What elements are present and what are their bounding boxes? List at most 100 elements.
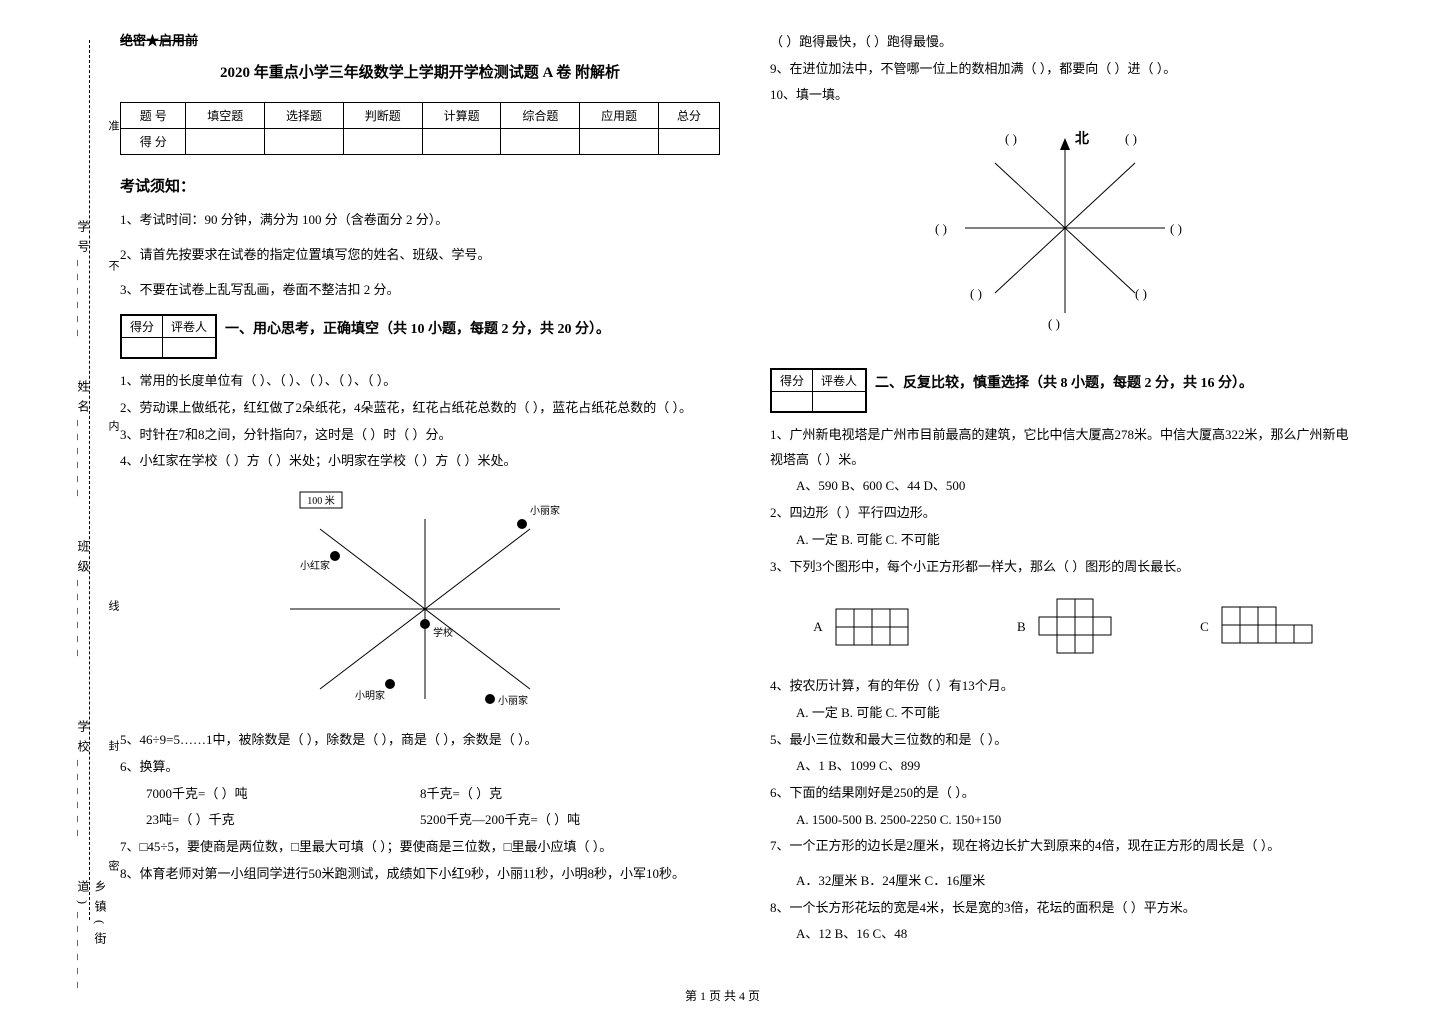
scorer-judge: 评卷人	[163, 316, 216, 338]
scorer-box-2: 得分 评卷人	[770, 368, 867, 413]
s2-q3-shapes: A B C	[770, 594, 1360, 659]
s1-q6: 6、换算。	[120, 755, 720, 780]
node-xiaohong: 小红家	[300, 559, 330, 572]
s1-q1: 1、常用的长度单位有（ ）、（ ）、（ ）、（ ）、（ ）。	[120, 369, 720, 394]
notice-item-2: 2、请首先按要求在试卷的指定位置填写您的姓名、班级、学号。	[120, 245, 720, 266]
binding-margin: 乡镇(街道)______ 学校______ 班级______ 姓名______ …	[30, 40, 90, 920]
binding-label-3: 班级______	[75, 540, 92, 664]
score-cell	[186, 129, 265, 155]
binding-right-6: 准	[105, 120, 121, 151]
s2-q1-opts: A、590 B、600 C、44 D、500	[770, 474, 1360, 499]
s1-q6a: 7000千克=（ ）吨	[120, 782, 420, 807]
compass-blank-ne: ( )	[1125, 131, 1137, 146]
s2-q4-opts: A. 一定 B. 可能 C. 不可能	[770, 701, 1360, 726]
exam-title: 2020 年重点小学三年级数学上学期开学检测试题 A 卷 附解析	[120, 61, 720, 82]
section1-title: 一、用心思考，正确填空（共 10 小题，每题 2 分，共 20 分）。	[217, 314, 610, 338]
score-h-2: 选择题	[265, 103, 344, 129]
s2-q8: 8、一个长方形花坛的宽是4米，长是宽的3倍，花坛的面积是（ ）平方米。	[770, 896, 1360, 921]
binding-right-1: 密	[105, 860, 121, 891]
binding-label-5: 学号______	[75, 220, 92, 344]
s2-q7-opts: A．32厘米 B．24厘米 C．16厘米	[770, 869, 1360, 894]
compass-north: 北	[1075, 131, 1089, 147]
node-xiaoli-r: 小丽家	[498, 694, 528, 707]
binding-right-4: 内	[105, 420, 121, 451]
left-column: 绝密★启用前 2020 年重点小学三年级数学上学期开学检测试题 A 卷 附解析 …	[100, 30, 740, 949]
score-header-row: 题 号 填空题 选择题 判断题 计算题 综合题 应用题 总分	[121, 103, 720, 129]
s2-q3: 3、下列3个图形中，每个小正方形都一样大，那么（ ）图形的周长最长。	[770, 555, 1360, 580]
s1-q8b: （ ）跑得最快，（ ）跑得最慢。	[770, 30, 1360, 55]
section1-header: 得分 评卷人 一、用心思考，正确填空（共 10 小题，每题 2 分，共 20 分…	[120, 314, 720, 359]
s1-q7: 7、□45÷5，要使商是两位数，□里最大可填（ ）；要使商是三位数，□里最小应填…	[120, 835, 720, 860]
s2-q6-opts: A. 1500-500 B. 2500-2250 C. 150+150	[770, 808, 1360, 833]
score-value-row: 得 分	[121, 129, 720, 155]
page-footer: 第 1 页 共 4 页	[0, 987, 1445, 1004]
s1-q4-diagram: 100 米 小丽家 小红家 学校 小明家 小丽家	[120, 484, 720, 718]
binding-label-4: 姓名______	[75, 380, 92, 504]
compass-diagram: 北 ( ) ( ) ( ) ( ) ( ) ( ) ( )	[915, 118, 1215, 338]
binding-right-3: 线	[105, 600, 121, 631]
section2-title: 二、反复比较，慎重选择（共 8 小题，每题 2 分，共 16 分）。	[867, 368, 1253, 392]
score-cell	[343, 129, 422, 155]
notice-item-1: 1、考试时间：90 分钟，满分为 100 分（含卷面分 2 分）。	[120, 210, 720, 231]
shape-b-svg	[1034, 594, 1114, 659]
s1-q6-row1: 7000千克=（ ）吨 8千克=（ ）克	[120, 782, 720, 807]
score-h-1: 填空题	[186, 103, 265, 129]
compass-blank-sw: ( )	[970, 286, 982, 301]
s1-q5: 5、46÷9=5……1中，被除数是（ ），除数是（ ），商是（ ），余数是（ ）…	[120, 728, 720, 753]
binding-label-1: 乡镇(街道)______	[75, 880, 109, 996]
score-h-0: 题 号	[121, 103, 186, 129]
shape-b-label: B	[1017, 619, 1026, 635]
score-cell	[265, 129, 344, 155]
shape-a-label: A	[813, 619, 822, 635]
section2-header: 得分 评卷人 二、反复比较，慎重选择（共 8 小题，每题 2 分，共 16 分）…	[770, 368, 1360, 413]
s2-q5: 5、最小三位数和最大三位数的和是（ ）。	[770, 728, 1360, 753]
shape-c-label: C	[1200, 619, 1209, 635]
scorer-blank	[122, 338, 163, 358]
notice-item-3: 3、不要在试卷上乱写乱画，卷面不整洁扣 2 分。	[120, 280, 720, 301]
score-h-4: 计算题	[422, 103, 501, 129]
binding-right-2: 封	[105, 740, 121, 771]
score-h-6: 应用题	[580, 103, 659, 129]
s1-q6d: 5200千克—200千克=（ ）吨	[420, 808, 580, 833]
compass-blank-w: ( )	[935, 221, 947, 236]
compass-blank-se: ( )	[1135, 286, 1147, 301]
s2-q1: 1、广州新电视塔是广州市目前最高的建筑，它比中信大厦高278米。中信大厦高322…	[770, 423, 1360, 472]
s1-q6b: 8千克=（ ）克	[420, 782, 502, 807]
s1-q2: 2、劳动课上做纸花，红红做了2朵纸花，4朵蓝花，红花占纸花总数的（ ），蓝花占纸…	[120, 396, 720, 421]
binding-label-2: 学校______	[75, 720, 92, 844]
scorer-box-1: 得分 评卷人	[120, 314, 217, 359]
node-xiaoming: 小明家	[355, 689, 385, 702]
node-school: 学校	[433, 626, 453, 639]
compass-blank-e: ( )	[1170, 221, 1182, 236]
secret-label: 绝密★启用前	[120, 30, 720, 49]
score-h-7: 总分	[658, 103, 719, 129]
s2-q4: 4、按农历计算，有的年份（ ）有13个月。	[770, 674, 1360, 699]
s2-q5-opts: A、1 B、1099 C、899	[770, 754, 1360, 779]
score-cell	[422, 129, 501, 155]
s1-q10: 10、填一填。	[770, 83, 1360, 108]
compass-blank-nw: ( )	[1005, 131, 1017, 146]
shape-a-svg	[831, 604, 931, 649]
scorer-blank	[163, 338, 216, 358]
score-cell	[658, 129, 719, 155]
binding-right-5: 不	[105, 260, 121, 291]
score-table: 题 号 填空题 选择题 判断题 计算题 综合题 应用题 总分 得 分	[120, 102, 720, 155]
s1-q6c: 23吨=（ ）千克	[120, 808, 420, 833]
notice-title: 考试须知：	[120, 175, 720, 196]
s1-q3: 3、时针在7和8之间，分针指向7，这时是（ ）时（ ）分。	[120, 423, 720, 448]
compass-blank-s: ( )	[1048, 316, 1060, 331]
scorer-judge2: 评卷人	[813, 370, 866, 392]
location-diagram-svg: 100 米 小丽家 小红家 学校 小明家 小丽家	[240, 484, 600, 714]
s2-q7: 7、一个正方形的边长是2厘米，现在将边长扩大到原来的4倍，现在正方形的周长是（ …	[770, 834, 1360, 859]
s1-q8: 8、体育老师对第一小组同学进行50米跑测试，成绩如下小红9秒，小丽11秒，小明8…	[120, 862, 720, 887]
s1-q9: 9、在进位加法中，不管哪一位上的数相加满（ ），都要向（ ）进（ ）。	[770, 57, 1360, 82]
scorer-score: 得分	[122, 316, 163, 338]
page-container: 绝密★启用前 2020 年重点小学三年级数学上学期开学检测试题 A 卷 附解析 …	[0, 0, 1445, 969]
s2-q2-opts: A. 一定 B. 可能 C. 不可能	[770, 528, 1360, 553]
scorer-score2: 得分	[772, 370, 813, 392]
s1-q4: 4、小红家在学校（ ）方（ ）米处；小明家在学校（ ）方（ ）米处。	[120, 449, 720, 474]
scorer-blank	[813, 392, 866, 412]
right-column: （ ）跑得最快，（ ）跑得最慢。 9、在进位加法中，不管哪一位上的数相加满（ ）…	[740, 30, 1380, 949]
score-h-5: 综合题	[501, 103, 580, 129]
s2-q8-opts: A、12 B、16 C、48	[770, 922, 1360, 947]
